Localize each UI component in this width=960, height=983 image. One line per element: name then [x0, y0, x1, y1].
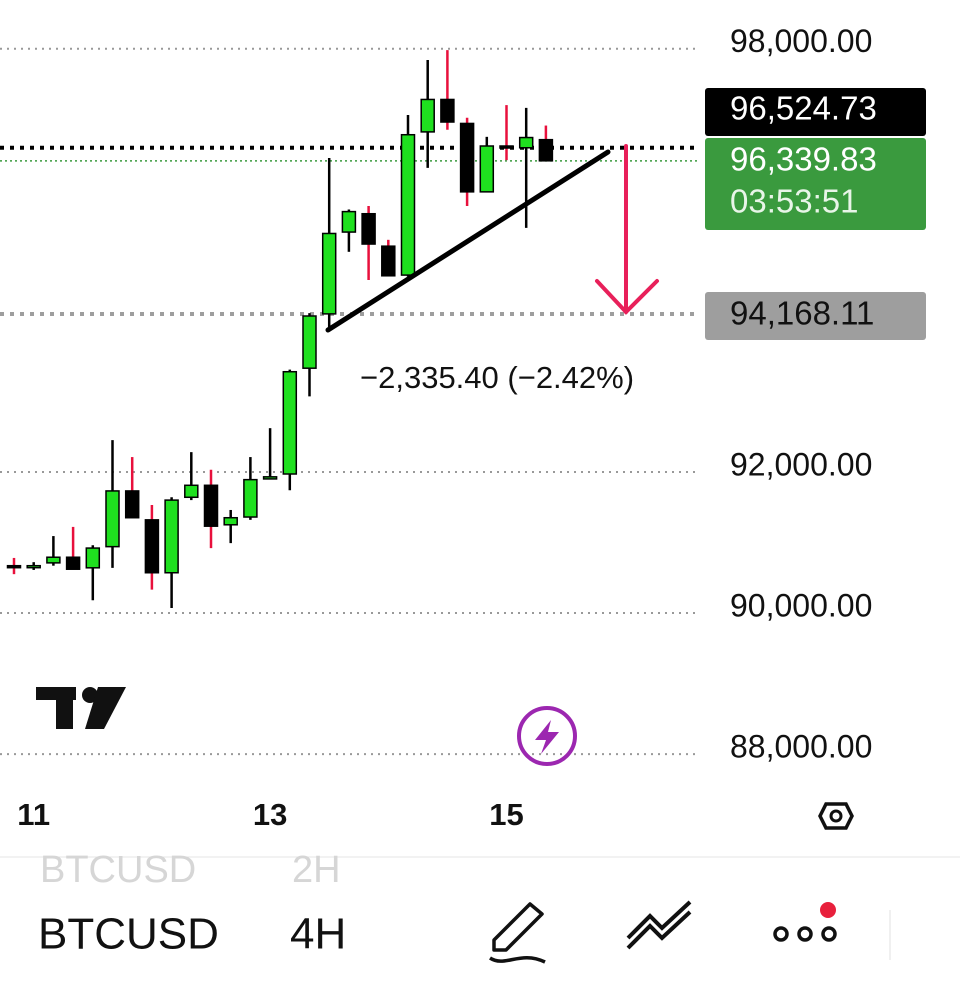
measurement: −2,335.40 (−2.42%) — [360, 360, 634, 395]
x-tick-label: 13 — [253, 797, 287, 832]
candle-body — [321, 232, 337, 315]
x-tick-label: 15 — [489, 797, 523, 832]
candle-body — [26, 564, 41, 569]
candle-body — [479, 145, 495, 193]
candle-body — [65, 556, 81, 570]
x-tick-label: 11 — [17, 797, 50, 832]
interval[interactable]: 4H — [290, 910, 346, 959]
price-tag-box — [705, 88, 926, 136]
candle-body — [223, 516, 238, 526]
down-arrow — [595, 144, 659, 315]
candle-body — [262, 476, 278, 480]
indicator-icon — [626, 900, 692, 940]
candle-body — [361, 212, 376, 245]
candle-body — [85, 547, 101, 569]
price-tag: 94,168.11 — [730, 295, 874, 332]
price-tag: 96,524.73 — [730, 90, 877, 127]
candle-body — [105, 490, 120, 548]
y-tick-label: 88,000.00 — [730, 729, 872, 765]
tradingview-logo — [36, 687, 126, 729]
candle-body — [400, 133, 416, 276]
price-tag: 96,339.83 — [730, 141, 877, 178]
candle-body — [203, 484, 219, 527]
candle-body — [302, 315, 317, 369]
notification-dot — [820, 902, 836, 918]
draw-icon[interactable] — [489, 902, 546, 964]
price-tag-box — [705, 292, 926, 340]
trend-line — [325, 149, 611, 333]
candle-body — [124, 490, 140, 519]
candle-body — [184, 484, 199, 499]
countdown: 03:53:51 — [730, 183, 858, 220]
candle-body — [518, 136, 534, 149]
y-tick-label: 92,000.00 — [730, 446, 872, 482]
lightning-icon — [517, 706, 577, 766]
candle-body — [440, 98, 455, 123]
candle-body — [420, 98, 435, 133]
candle-body — [6, 564, 22, 569]
price-tag-box — [705, 138, 926, 230]
candle-body — [499, 145, 514, 149]
indicator-icon[interactable] — [626, 910, 692, 950]
settings-icon-center — [829, 809, 843, 823]
y-tick-label: 90,000.00 — [730, 587, 872, 623]
candle-body — [282, 370, 298, 475]
candle-body — [341, 210, 357, 233]
y-tick-label: 98,000.00 — [730, 23, 872, 59]
candle-body — [381, 245, 396, 277]
symbol[interactable]: BTCUSD — [38, 910, 219, 959]
candle-body — [459, 122, 475, 193]
candle-body — [243, 478, 258, 518]
settings-icon[interactable] — [818, 802, 854, 830]
prev-symbol: BTCUSD — [40, 849, 196, 891]
more-icon[interactable] — [773, 926, 837, 942]
prev-interval: 2H — [292, 849, 341, 891]
candle-body — [46, 556, 61, 564]
candle-body — [538, 138, 554, 162]
candle-body — [164, 499, 179, 574]
candle-body — [144, 519, 160, 574]
